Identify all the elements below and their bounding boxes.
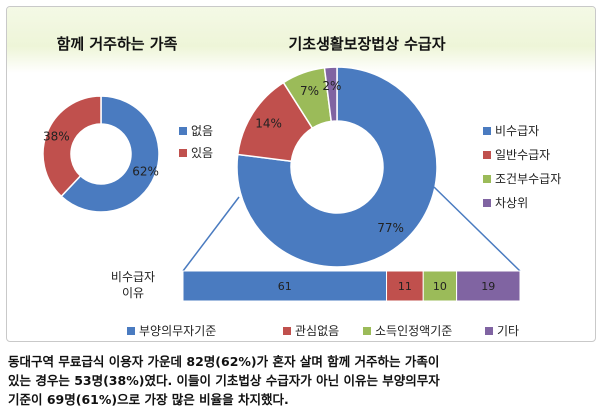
chart2-legend-label-3: 조건부수급자 (495, 172, 561, 186)
zoom-line-right (433, 186, 521, 272)
chart1-title: 함께 거주하는 가족 (57, 35, 178, 53)
chart2-legend-label-2: 일반수급자 (495, 148, 550, 162)
chart2-title: 기초생활보장법상 수급자 (288, 35, 445, 53)
chart1-label-1: 62% (132, 165, 159, 179)
bar-segment-4 (456, 270, 521, 302)
chart1-legend-label-1: 없음 (191, 124, 213, 138)
chart1-legend-label-2: 있음 (191, 146, 213, 160)
caption: 동대구역 무료급식 이용자 가운데 82명(62%)가 혼자 살며 함께 거주하… (8, 352, 596, 409)
bar-legend-swatch-2 (283, 327, 291, 335)
bar-segment-1 (182, 270, 388, 302)
chart2-legend-swatch-3 (483, 175, 491, 183)
chart2-legend-label-1: 비수급자 (495, 124, 539, 138)
chart1-slice-2 (42, 95, 102, 198)
bar-legend-swatch-4 (485, 327, 493, 335)
bar-legend-swatch-3 (363, 327, 371, 335)
bar-value-1: 61 (278, 280, 292, 293)
chart2-legend-swatch-2 (483, 151, 491, 159)
chart2-label-2: 14% (255, 117, 282, 131)
chart1-legend-swatch-1 (179, 127, 187, 135)
bar-category-label-1: 비수급자 (111, 270, 155, 284)
chart2-legend-swatch-4 (483, 199, 491, 207)
bar-value-2: 11 (398, 280, 412, 293)
bar-segment-3 (422, 270, 458, 302)
chart2-slice-4 (323, 66, 338, 123)
chart2-label-1: 77% (377, 221, 404, 235)
chart1-label-2: 38% (43, 129, 70, 143)
bar-legend-label-4: 기타 (497, 324, 519, 338)
bar-legend-label-3: 소득인정액기준 (375, 324, 452, 338)
bar-legend-label-2: 관심없음 (295, 324, 339, 338)
chart2-label-4: 2% (322, 79, 341, 93)
bar-legend-label-1: 부양의무자기준 (139, 324, 216, 338)
chart2-legend-label-4: 차상위 (495, 196, 528, 210)
bar-category-label-2: 이유 (122, 286, 144, 300)
bar-value-3: 10 (433, 280, 447, 293)
bar-value-4: 19 (481, 280, 495, 293)
zoom-line-left (182, 196, 240, 272)
caption-line-1: 동대구역 무료급식 이용자 가운데 82명(62%)가 혼자 살며 함께 거주하… (8, 354, 440, 369)
chart2-legend-swatch-1 (483, 127, 491, 135)
bar-legend-swatch-1 (127, 327, 135, 335)
caption-line-2: 있는 경우는 53명(38%)였다. 이들이 기초법상 수급자가 아닌 이유는 … (8, 373, 440, 388)
chart2-slice-1 (236, 66, 438, 268)
chart1-legend-swatch-2 (179, 149, 187, 157)
title-band (7, 7, 595, 73)
caption-line-3: 기준이 69명(61%)으로 가장 많은 비율을 차지했다. (8, 392, 289, 407)
chart2-label-3: 7% (300, 84, 319, 98)
chart1-slice-1 (60, 95, 160, 213)
